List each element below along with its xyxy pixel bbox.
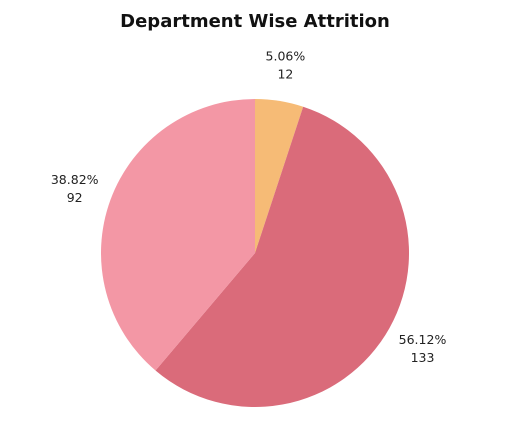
- chart-title: Department Wise Attrition: [120, 11, 390, 32]
- slice-count-label-2: 92: [67, 190, 83, 205]
- slice-percent-label-1: 56.12%: [399, 332, 447, 347]
- pie-labels: 5.06% 12 56.12% 133 38.82% 92: [51, 48, 447, 364]
- slice-count-label-1: 133: [411, 350, 435, 365]
- slice-count-label-0: 12: [277, 66, 293, 81]
- pie-slice-0: [255, 99, 304, 253]
- pie-slice-1: [155, 106, 410, 408]
- slice-percent-label-0: 5.06%: [266, 48, 306, 63]
- slice-percent-label-2: 38.82%: [51, 172, 99, 187]
- pie-slice-2: [101, 99, 255, 371]
- pie-slices: [101, 99, 410, 408]
